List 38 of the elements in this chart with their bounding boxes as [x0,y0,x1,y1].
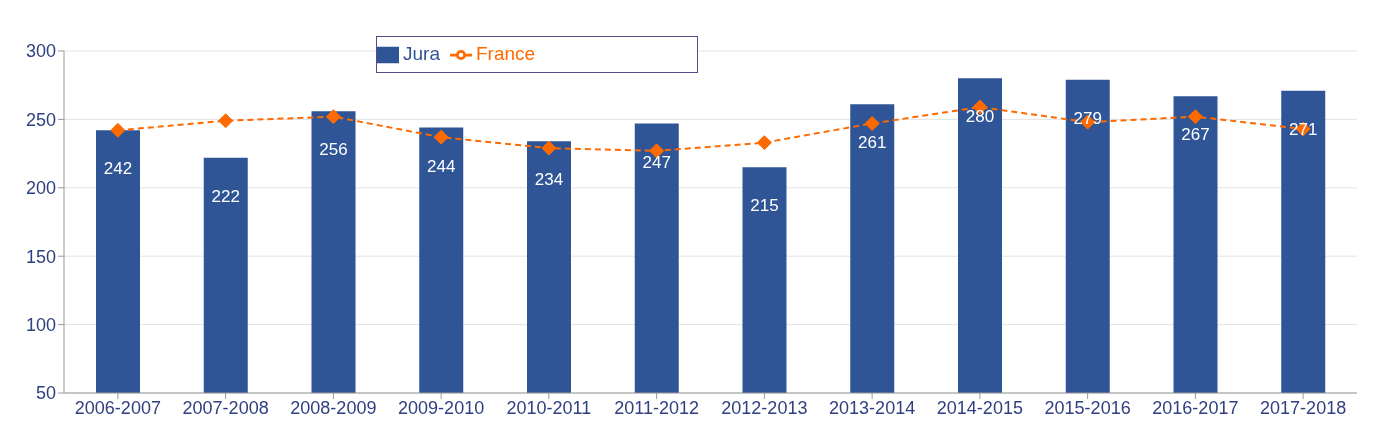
data-label: 256 [319,140,348,160]
y-tick-label: 300 [25,41,56,62]
data-label: 234 [534,170,564,190]
point [541,140,557,156]
x-tick-label: 2014-2015 [936,397,1023,418]
legend-label: Jura [403,43,440,64]
x-tick-label: 2007-2008 [182,397,269,418]
data-label: 222 [211,186,240,206]
point [864,115,880,131]
x-tick-label: 2016-2017 [1152,397,1239,418]
point [756,135,772,151]
data-label: 280 [965,107,995,127]
x-tick-label: 2010-2011 [506,397,592,418]
data-label: 242 [103,159,133,179]
x-tick-label: 2017-2018 [1260,397,1347,418]
y-tick-label: 200 [25,178,56,199]
y-tick-label: 50 [35,383,56,404]
point [1187,109,1203,125]
x-tick-label: 2009-2010 [398,397,485,418]
x-tick-label: 2008-2009 [290,397,377,418]
data-label: 215 [750,196,779,216]
y-tick-label: 150 [25,246,56,267]
x-tick-label: 2012-2013 [721,397,808,418]
point [433,129,449,145]
point [110,122,126,138]
data-label: 244 [427,156,456,176]
x-tick-label: 2015-2016 [1044,397,1131,418]
data-label: 261 [858,133,887,153]
y-tick-label: 250 [25,109,56,130]
legend-label: France [475,43,536,64]
y-tick-label: 100 [25,314,56,335]
x-tick-label: 2011-2012 [614,397,699,418]
x-tick-label: 2006-2007 [74,397,161,418]
data-label: 247 [642,152,671,172]
data-label: 267 [1181,125,1210,145]
x-tick-label: 2013-2014 [829,397,916,418]
point [325,109,341,125]
point [218,113,234,129]
